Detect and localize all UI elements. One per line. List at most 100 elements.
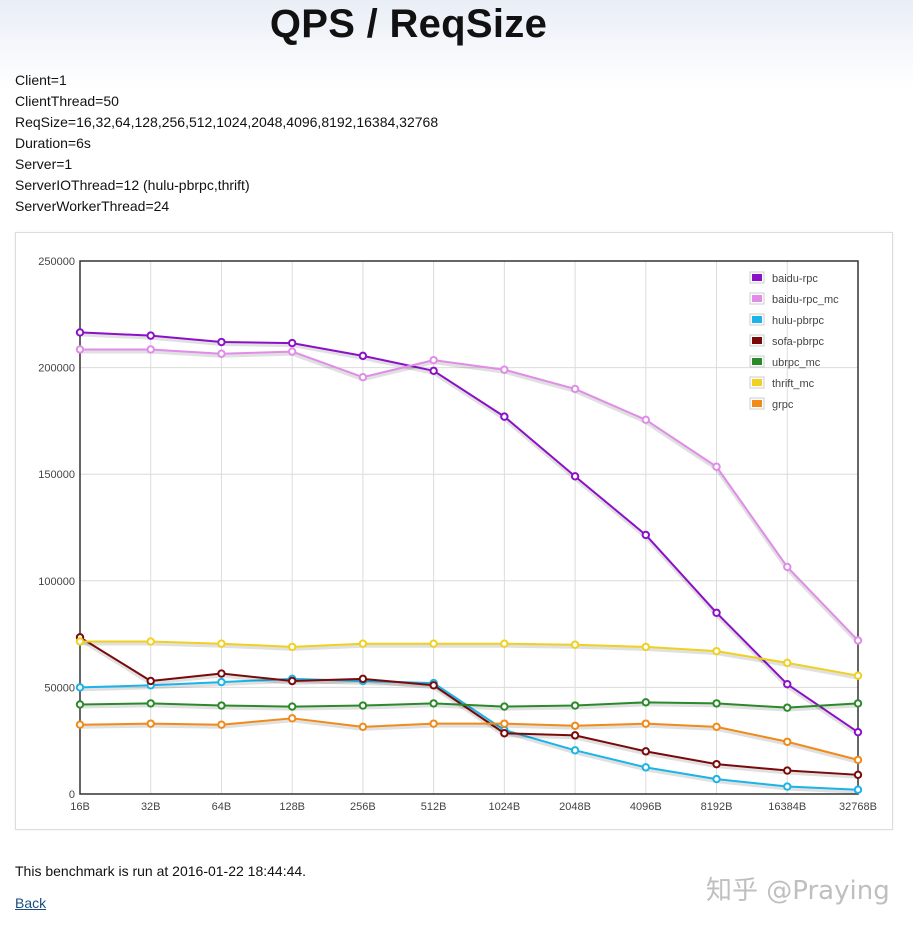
- benchmark-params: Client=1 ClientThread=50 ReqSize=16,32,6…: [15, 70, 438, 217]
- series-shadow: [80, 641, 859, 680]
- x-tick-label: 32768B: [839, 801, 877, 813]
- data-point: [146, 699, 155, 708]
- data-point: [570, 746, 580, 755]
- series-line: [80, 640, 859, 677]
- data-point: [146, 676, 155, 686]
- data-point: [358, 701, 368, 710]
- data-point: [75, 637, 85, 646]
- data-point: [570, 472, 580, 481]
- data-point: [500, 639, 509, 648]
- data-point: [75, 700, 85, 709]
- series-sofa-pbrpc: [75, 633, 863, 780]
- data-point: [217, 349, 226, 358]
- data-point: [853, 755, 863, 765]
- data-point: [287, 338, 297, 348]
- series-line: [80, 348, 859, 642]
- data-point: [641, 747, 651, 756]
- data-point: [75, 328, 85, 337]
- data-point: [429, 681, 438, 690]
- benchmark-footer: This benchmark is run at 2016-01-22 18:4…: [15, 863, 307, 879]
- param-server-worker-thread: ServerWorkerThread=24: [15, 198, 170, 214]
- data-point: [853, 699, 863, 708]
- y-tick-label: 150000: [38, 469, 75, 481]
- data-point: [641, 763, 651, 772]
- data-point: [641, 415, 651, 425]
- y-tick-label: 250000: [38, 256, 75, 268]
- data-point: [641, 698, 651, 707]
- series-grpc: [75, 714, 863, 765]
- data-point: [429, 719, 438, 728]
- data-point: [429, 366, 438, 375]
- x-tick-label: 128B: [279, 801, 305, 813]
- data-point: [75, 683, 85, 692]
- data-point: [783, 562, 792, 572]
- series-shadow: [80, 349, 860, 644]
- data-point: [217, 720, 226, 729]
- param-client-thread: ClientThread=50: [15, 93, 119, 109]
- data-point: [783, 680, 792, 689]
- series-thrift_mc: [75, 637, 863, 680]
- legend-label: thrift_mc: [772, 378, 815, 390]
- y-tick-label: 0: [69, 789, 75, 801]
- x-tick-label: 16B: [70, 801, 90, 813]
- page-title: QPS / ReqSize: [269, 2, 548, 46]
- legend-swatch: [752, 316, 762, 323]
- series-baidu-rpc: [75, 328, 863, 737]
- y-tick-label: 100000: [38, 576, 75, 588]
- data-point: [358, 372, 368, 382]
- x-tick-label: 4096B: [630, 801, 662, 813]
- series-shadow: [79, 718, 859, 764]
- legend-label: baidu-rpc_mc: [772, 294, 839, 306]
- data-point: [429, 355, 438, 365]
- legend-swatch: [752, 295, 762, 302]
- x-tick-label: 64B: [212, 801, 232, 813]
- data-point: [712, 759, 721, 769]
- data-point: [146, 719, 155, 728]
- series-ubrpc_mc: [75, 698, 863, 712]
- data-point: [712, 774, 721, 784]
- data-point: [75, 345, 85, 354]
- legend-swatch: [752, 358, 762, 365]
- data-point: [783, 782, 792, 791]
- param-server: Server=1: [15, 156, 73, 172]
- data-point: [500, 365, 509, 374]
- series-baidu-rpc_mc: [75, 345, 863, 645]
- data-point: [570, 721, 580, 730]
- data-point: [217, 639, 226, 648]
- legend-swatch: [752, 400, 762, 407]
- data-point: [712, 462, 721, 471]
- x-tick-label: 1024B: [488, 801, 520, 813]
- watermark: 知乎 @Praying: [706, 876, 890, 906]
- series-shadow: [79, 702, 859, 712]
- data-point: [500, 729, 509, 738]
- qps-line-chart: 0 50000 100000 150000 200000 250000 16B 32B 64B 1…: [38, 256, 877, 813]
- param-req-size: ReqSize=16,32,64,128,256,512,1024,2048,4…: [15, 114, 439, 130]
- data-point: [429, 639, 438, 648]
- data-point: [712, 646, 721, 656]
- data-point: [358, 674, 368, 684]
- data-point: [853, 770, 863, 780]
- series-line: [79, 677, 859, 791]
- x-tick-label: 256B: [350, 801, 376, 813]
- data-point: [287, 702, 297, 711]
- x-tick-label: 512B: [421, 801, 447, 813]
- data-point: [783, 737, 792, 746]
- data-point: [853, 785, 863, 794]
- legend-swatch: [752, 337, 762, 344]
- data-point: [217, 669, 226, 678]
- data-point: [853, 636, 863, 645]
- data-point: [358, 722, 368, 732]
- data-point: [853, 671, 863, 680]
- x-tick-label: 2048B: [559, 801, 591, 813]
- back-link[interactable]: Back: [15, 895, 47, 911]
- data-point: [287, 642, 297, 652]
- data-point: [500, 719, 509, 728]
- param-duration: Duration=6s: [15, 135, 91, 151]
- legend: baidu-rpc baidu-rpc_mc hulu-pbrpc sofa-pbrp…: [749, 271, 839, 411]
- legend-swatch: [752, 379, 762, 386]
- data-point: [500, 702, 509, 711]
- data-point: [287, 714, 297, 723]
- data-point: [570, 640, 580, 649]
- legend-swatch: [752, 274, 762, 281]
- x-tick-label: 32B: [141, 801, 161, 813]
